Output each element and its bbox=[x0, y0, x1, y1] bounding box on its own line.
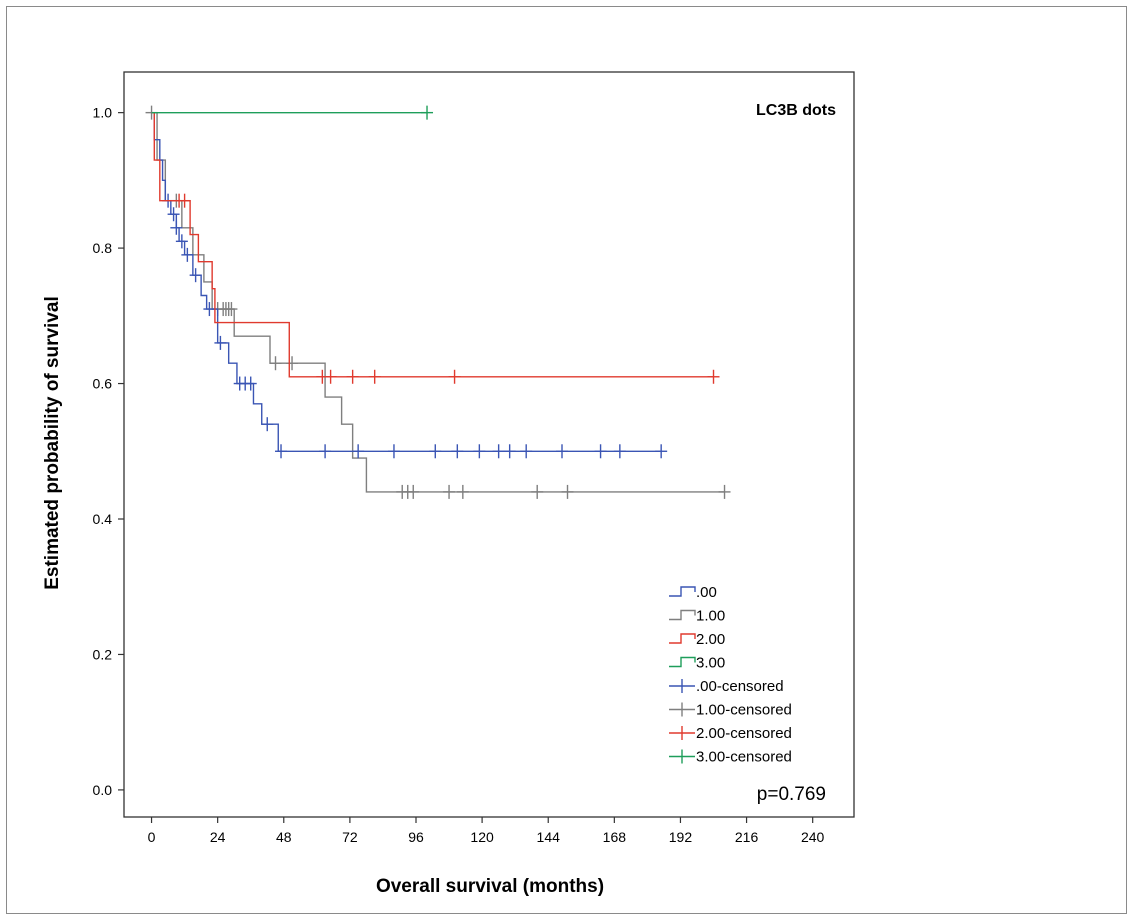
y-tick-label: 0.6 bbox=[93, 376, 113, 392]
legend-label: 2.00-censored bbox=[696, 725, 792, 742]
legend-step-icon bbox=[669, 609, 696, 621]
y-tick-label: 0.2 bbox=[93, 646, 113, 662]
x-tick-label: 216 bbox=[735, 829, 759, 845]
x-tick-label: 0 bbox=[148, 829, 156, 845]
legend-label: 3.00 bbox=[696, 655, 725, 672]
x-tick-label: 144 bbox=[537, 829, 561, 845]
x-tick-label: 72 bbox=[342, 829, 358, 845]
legend-entry: 3.00-censored bbox=[669, 749, 792, 766]
x-tick-label: 120 bbox=[470, 829, 494, 845]
p-value-annotation: p=0.769 bbox=[757, 784, 826, 805]
legend-entry: 1.00 bbox=[669, 608, 725, 625]
legend-label: 1.00 bbox=[696, 608, 725, 625]
x-tick-label: 24 bbox=[210, 829, 226, 845]
x-tick-label: 96 bbox=[408, 829, 424, 845]
legend-entry: .00 bbox=[669, 584, 717, 601]
x-tick-label: 168 bbox=[603, 829, 627, 845]
x-tick-label: 192 bbox=[669, 829, 693, 845]
y-axis-title: Estimated probability of survival bbox=[42, 296, 63, 590]
chart-title: LC3B dots bbox=[756, 102, 836, 119]
legend-label: .00 bbox=[696, 584, 717, 601]
x-tick-label: 48 bbox=[276, 829, 292, 845]
legend-step-icon bbox=[669, 586, 696, 597]
y-tick-label: 0.4 bbox=[93, 511, 113, 527]
series-2-00 bbox=[151, 111, 720, 384]
legend-label: 1.00-censored bbox=[696, 702, 792, 719]
legend-entry: 1.00-censored bbox=[669, 702, 792, 719]
legend-label: 3.00-censored bbox=[696, 749, 792, 766]
plot-area bbox=[123, 71, 855, 818]
y-tick-label: 0.0 bbox=[93, 782, 113, 798]
series-3-00 bbox=[151, 105, 434, 120]
x-tick-label: 240 bbox=[801, 829, 825, 845]
y-tick-label: 1.0 bbox=[93, 105, 113, 121]
legend-entry: 3.00 bbox=[669, 655, 725, 672]
legend-entry: 2.00 bbox=[669, 631, 725, 648]
series-layer bbox=[145, 105, 731, 499]
x-axis-title: Overall survival (months) bbox=[376, 876, 604, 897]
legend-entry: .00-censored bbox=[669, 678, 784, 695]
legend: .00 1.00 2.00 3.00 .00-censored 1.00-censored… bbox=[669, 584, 792, 766]
survival-curve bbox=[151, 111, 714, 378]
survival-curve bbox=[151, 111, 662, 452]
series-000 bbox=[151, 111, 668, 459]
legend-step-icon bbox=[669, 656, 696, 668]
y-tick-label: 0.8 bbox=[93, 240, 113, 256]
legend-step-icon bbox=[669, 633, 696, 644]
axes: 0 24 48 72 96 120 144 168 192 216 240 0.0 0.2 0.4 0.6 0… bbox=[93, 105, 825, 845]
legend-label: 2.00 bbox=[696, 631, 725, 648]
legend-label: .00-censored bbox=[696, 678, 784, 695]
legend-entry: 2.00-censored bbox=[669, 725, 792, 742]
